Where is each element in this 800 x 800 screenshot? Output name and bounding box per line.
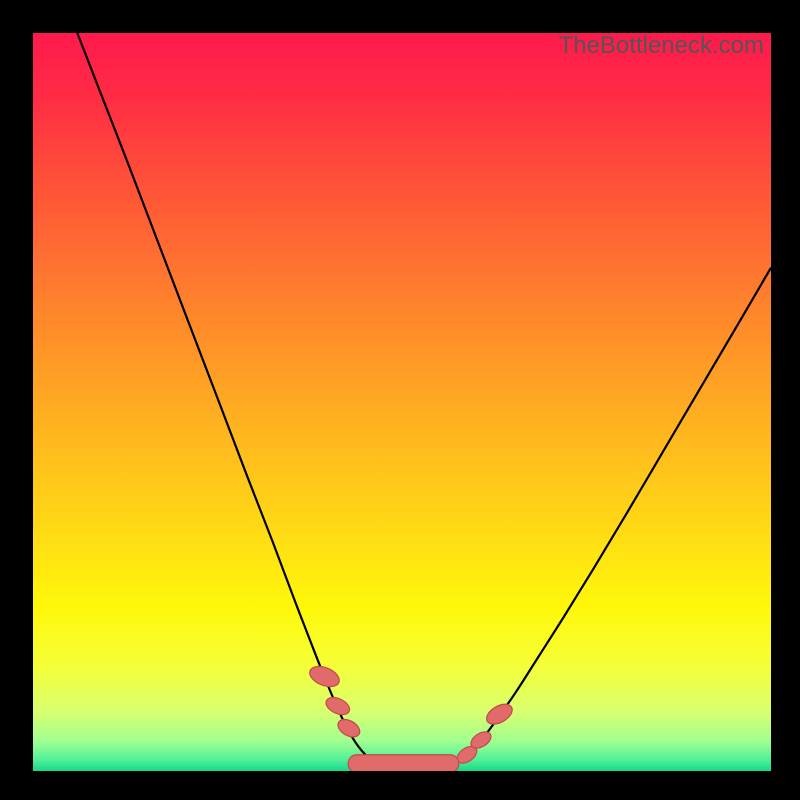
bottleneck-curve [77,33,771,771]
curve-marker [323,694,352,718]
watermark-text: TheBottleneck.com [559,32,764,60]
curve-markers [307,663,516,771]
bottleneck-curve-svg [33,33,771,771]
curve-marker [483,700,515,728]
plot-area [33,33,771,771]
curve-marker [335,716,363,741]
curve-valley-marker [348,755,459,771]
curve-marker [307,663,342,691]
